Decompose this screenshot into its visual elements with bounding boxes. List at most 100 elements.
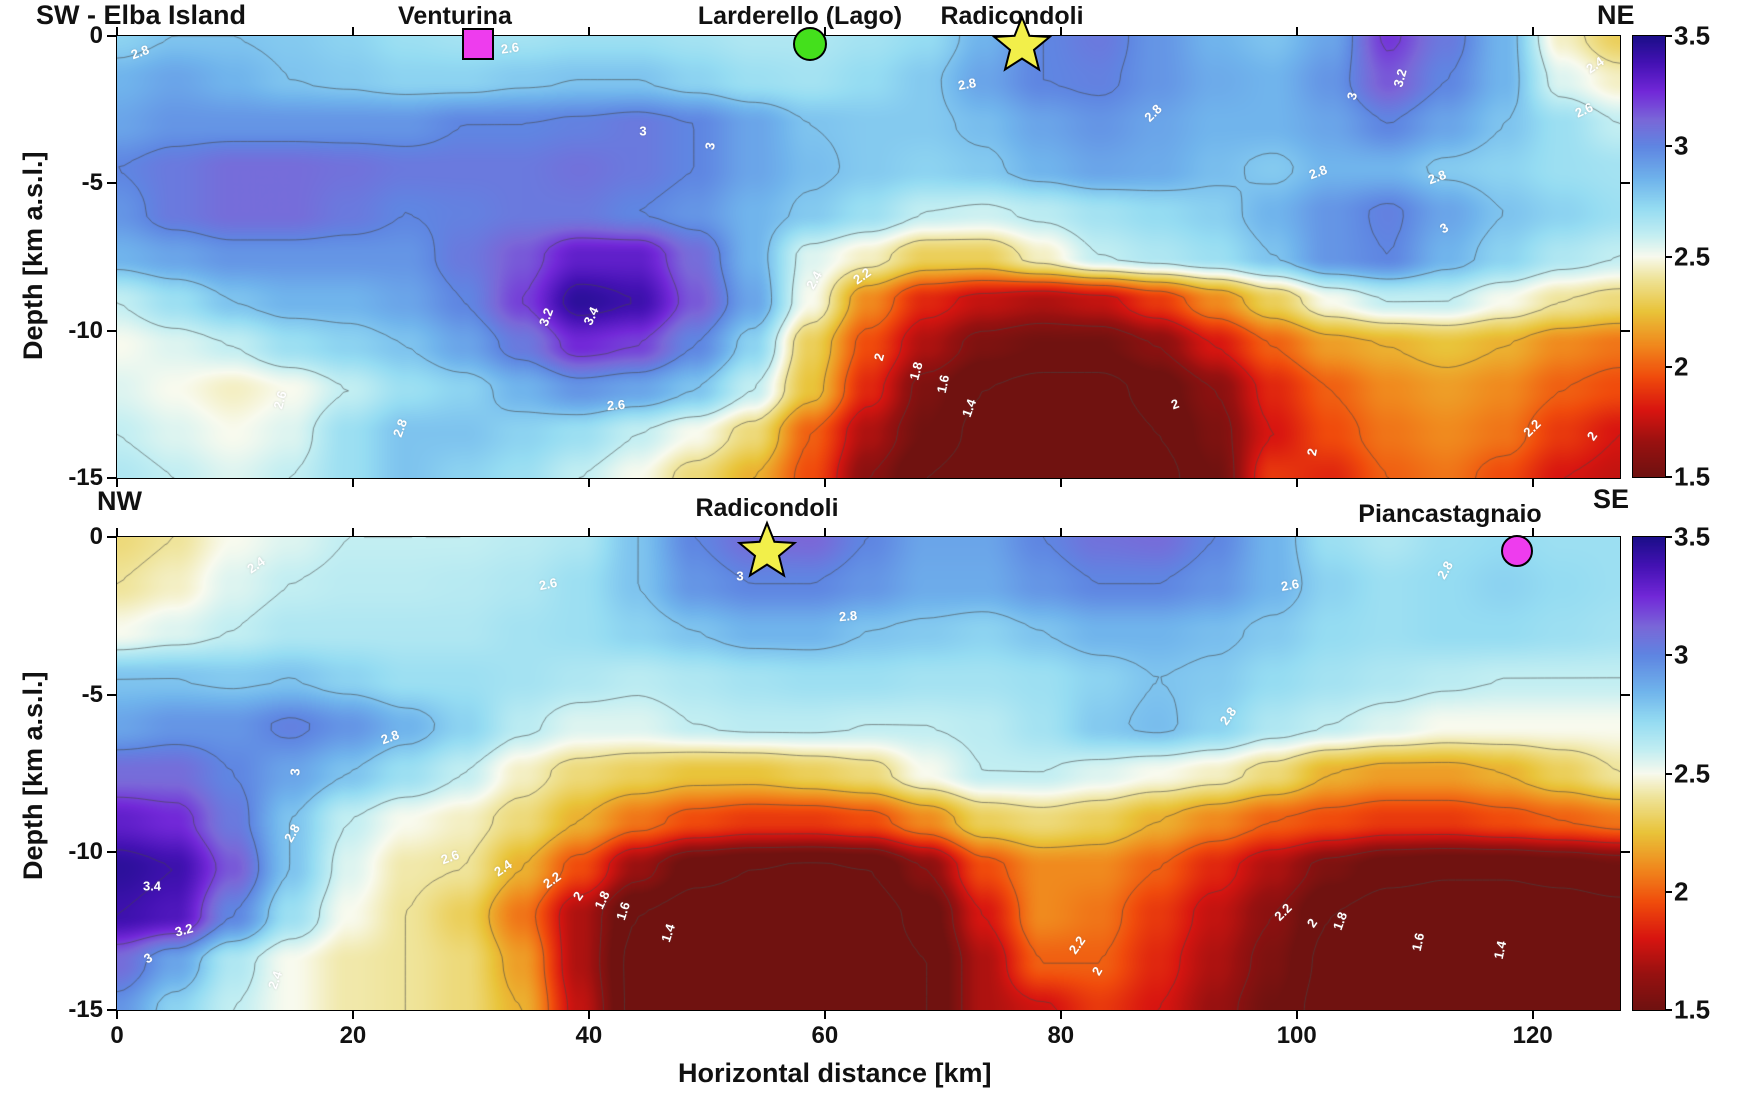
x-tick-top-0-20 <box>351 27 354 36</box>
y-tick-label-1--15: -15 <box>68 996 103 1023</box>
colorbar-top <box>1632 35 1666 478</box>
x-tick-bottom-0-60 <box>823 478 826 487</box>
x-tick-top-1-120 <box>1531 528 1534 537</box>
colorbar-tick-mark-0-3.5 <box>1665 35 1672 37</box>
colorbar-tick-mark-1-3.5 <box>1665 536 1672 538</box>
x-tick-top-1-100 <box>1295 528 1298 537</box>
colorbar-title-bottom: Median S-wave velocity [km/s] <box>1746 600 1750 975</box>
x-tick-top-0-60 <box>823 27 826 36</box>
x-tick-top-1-60 <box>823 528 826 537</box>
x-tick-bottom-0-100 <box>1295 478 1298 487</box>
x-tick-label-120: 120 <box>1512 1022 1553 1049</box>
colorbar-tick-mark-0-1.5 <box>1665 476 1672 478</box>
x-tick-top-1-0 <box>116 528 118 537</box>
colorbar-tick-1-3: 3 <box>1674 639 1689 670</box>
y-tick-right-0--10 <box>1621 329 1630 332</box>
x-tick-bottom-1-120 <box>1531 1010 1534 1019</box>
y-tick-right-1--5 <box>1621 693 1630 696</box>
y-tick-label-0--15: -15 <box>68 464 103 491</box>
colorbar-tick-0-3.5: 3.5 <box>1674 20 1711 51</box>
section-label-se: SE <box>1593 484 1630 514</box>
site-marker-radicondoli-star <box>985 9 1059 83</box>
x-tick-top-0-0 <box>116 27 118 36</box>
y-tick-0--5 <box>107 182 116 185</box>
x-tick-top-1-20 <box>351 528 354 537</box>
site-marker-radicondoli-star <box>730 515 804 589</box>
x-tick-label-0: 0 <box>110 1022 124 1049</box>
colorbar-tick-1-2.5: 2.5 <box>1674 758 1711 788</box>
contour-label-1-3-6: 3 <box>287 767 303 777</box>
y-tick-label-0--10: -10 <box>68 316 103 344</box>
x-tick-bottom-0-40 <box>587 478 590 487</box>
y-tick-0--15 <box>107 477 116 479</box>
site-label-piancastagnaio: Piancastagnaio <box>1358 500 1542 528</box>
colorbar-tick-mark-1-1.5 <box>1665 1009 1672 1011</box>
x-tick-label-40: 40 <box>575 1022 603 1049</box>
site-label-venturina: Venturina <box>398 2 512 30</box>
y-tick-label-1-0: 0 <box>89 523 103 550</box>
colorbar-tick-1-2: 2 <box>1674 876 1689 907</box>
site-label-radicondoli: Radicondoli <box>940 2 1084 30</box>
y-tick-right-1--10 <box>1621 851 1630 854</box>
x-tick-top-1-80 <box>1059 528 1062 537</box>
top-cross-section-heatmap <box>116 35 1621 479</box>
colorbar-tick-0-1.5: 1.5 <box>1674 461 1711 492</box>
y-tick-0--10 <box>107 329 116 332</box>
colorbar-tick-mark-1-2.5 <box>1665 772 1672 775</box>
x-tick-top-0-120 <box>1531 27 1534 36</box>
x-tick-top-1-40 <box>587 528 590 537</box>
x-tick-top-0-100 <box>1295 27 1298 36</box>
x-tick-bottom-1-0 <box>116 1010 118 1019</box>
contour-label-0-3-2: 3 <box>639 123 647 139</box>
bottom-cross-section-heatmap <box>116 536 1621 1011</box>
site-marker-piancastagnaio-circle <box>1480 514 1554 588</box>
colorbar-tick-mark-0-3 <box>1665 145 1672 148</box>
colorbar-tick-0-2: 2 <box>1674 351 1689 382</box>
y-tick-right-0--5 <box>1621 182 1630 185</box>
colorbar-tick-mark-0-2 <box>1665 365 1672 368</box>
x-tick-bottom-1-20 <box>351 1010 354 1019</box>
colorbar-tick-1-1.5: 1.5 <box>1674 994 1711 1025</box>
contour-label-0-2.6-17: 2.6 <box>606 396 626 414</box>
y-tick-0-0 <box>107 35 116 37</box>
y-tick-label-0--5: -5 <box>81 169 103 197</box>
site-label-radicondoli: Radicondoli <box>695 494 839 522</box>
x-tick-bottom-1-80 <box>1059 1010 1062 1019</box>
y-tick-label-1--5: -5 <box>81 680 103 708</box>
site-label-larderello-lago: Larderello (Lago) <box>697 2 903 30</box>
x-tick-label-80: 80 <box>1047 1022 1075 1049</box>
site-marker-venturina-square <box>441 7 515 81</box>
x-tick-label-60: 60 <box>811 1022 839 1049</box>
contour-label-1-3-2: 3 <box>736 568 744 584</box>
x-axis-title: Horizontal distance [km] <box>678 1058 992 1088</box>
site-marker-larderello-lago-circle <box>773 7 847 81</box>
x-tick-top-0-80 <box>1059 27 1062 36</box>
x-tick-bottom-0-80 <box>1059 478 1062 487</box>
colorbar-tick-1-3.5: 3.5 <box>1674 521 1711 552</box>
colorbar-bottom <box>1632 536 1666 1011</box>
colorbar-tick-0-2.5: 2.5 <box>1674 241 1711 271</box>
x-tick-bottom-0-120 <box>1531 478 1534 487</box>
x-tick-bottom-1-40 <box>587 1010 590 1019</box>
x-tick-bottom-1-100 <box>1295 1010 1298 1019</box>
y-tick-1-0 <box>107 536 116 538</box>
x-tick-bottom-0-20 <box>351 478 354 487</box>
y-tick-label-1--10: -10 <box>68 838 103 866</box>
x-tick-bottom-1-60 <box>823 1010 826 1019</box>
contour-label-1-2.6-4: 2.6 <box>1279 576 1301 594</box>
y-tick-label-0-0: 0 <box>89 22 103 49</box>
x-tick-label-100: 100 <box>1276 1022 1317 1049</box>
y-tick-1--15 <box>107 1009 116 1011</box>
section-label-nw: NW <box>97 486 142 516</box>
x-tick-label-20: 20 <box>339 1022 367 1049</box>
colorbar-title-top: Median S-wave velocity [km/s] <box>1746 77 1750 452</box>
colorbar-tick-mark-1-2 <box>1665 890 1672 893</box>
y-tick-1--10 <box>107 851 116 854</box>
colorbar-tick-mark-1-3 <box>1665 654 1672 657</box>
colorbar-tick-mark-0-2.5 <box>1665 255 1672 258</box>
contour-label-1-2.8-3: 2.8 <box>838 607 858 625</box>
x-tick-top-0-40 <box>587 27 590 36</box>
y-tick-1--5 <box>107 693 116 696</box>
contour-label-1-3.4-11: 3.4 <box>142 878 162 894</box>
